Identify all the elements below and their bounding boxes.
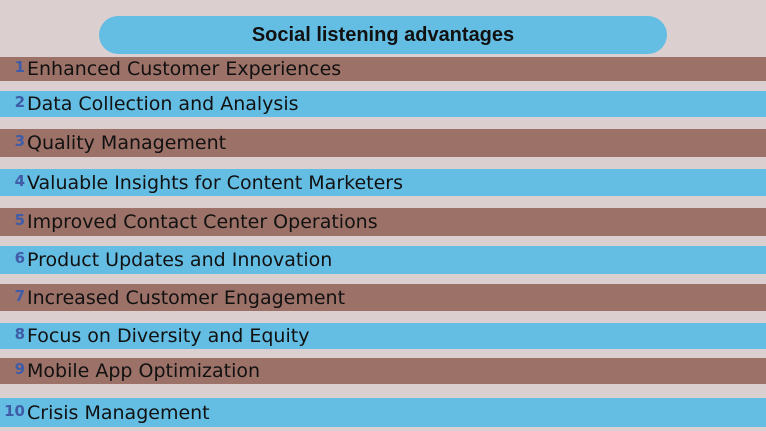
- item-label: Focus on Diversity and Equity: [27, 325, 310, 347]
- item-label: Mobile App Optimization: [27, 360, 261, 382]
- item-number: 5: [14, 211, 25, 229]
- item-number: 8: [14, 325, 25, 343]
- list-item-4: 4 Valuable Insights for Content Marketer…: [0, 169, 766, 196]
- list-item-1: 1 Enhanced Customer Experiences: [0, 57, 766, 81]
- list-item-7: 7 Increased Customer Engagement: [0, 284, 766, 311]
- item-label: Valuable Insights for Content Marketers: [27, 171, 403, 194]
- item-label: Increased Customer Engagement: [27, 286, 346, 309]
- list-item-6: 6 Product Updates and Innovation: [0, 246, 766, 274]
- list-item-8: 8 Focus on Diversity and Equity: [0, 323, 766, 349]
- item-number: 10: [4, 401, 25, 420]
- item-number: 7: [14, 286, 25, 305]
- item-label: Improved Contact Center Operations: [27, 211, 378, 233]
- list-item-2: 2 Data Collection and Analysis: [0, 91, 766, 117]
- list-item-3: 3 Quality Management: [0, 129, 766, 157]
- item-number: 4: [14, 171, 25, 190]
- item-number: 2: [14, 93, 25, 111]
- item-number: 1: [14, 58, 25, 76]
- item-label: Quality Management: [27, 132, 227, 154]
- item-label: Enhanced Customer Experiences: [27, 58, 342, 80]
- item-number: 3: [14, 132, 25, 150]
- item-number: 9: [14, 360, 25, 378]
- item-label: Crisis Management: [27, 401, 210, 424]
- list-item-5: 5 Improved Contact Center Operations: [0, 208, 766, 236]
- list-item-10: 10 Crisis Management: [0, 398, 766, 427]
- item-number: 6: [14, 249, 25, 267]
- item-label: Data Collection and Analysis: [27, 93, 299, 115]
- item-label: Product Updates and Innovation: [27, 249, 333, 271]
- title-banner: Social listening advantages: [99, 16, 667, 54]
- page-title: Social listening advantages: [251, 23, 515, 46]
- list-item-9: 9 Mobile App Optimization: [0, 358, 766, 384]
